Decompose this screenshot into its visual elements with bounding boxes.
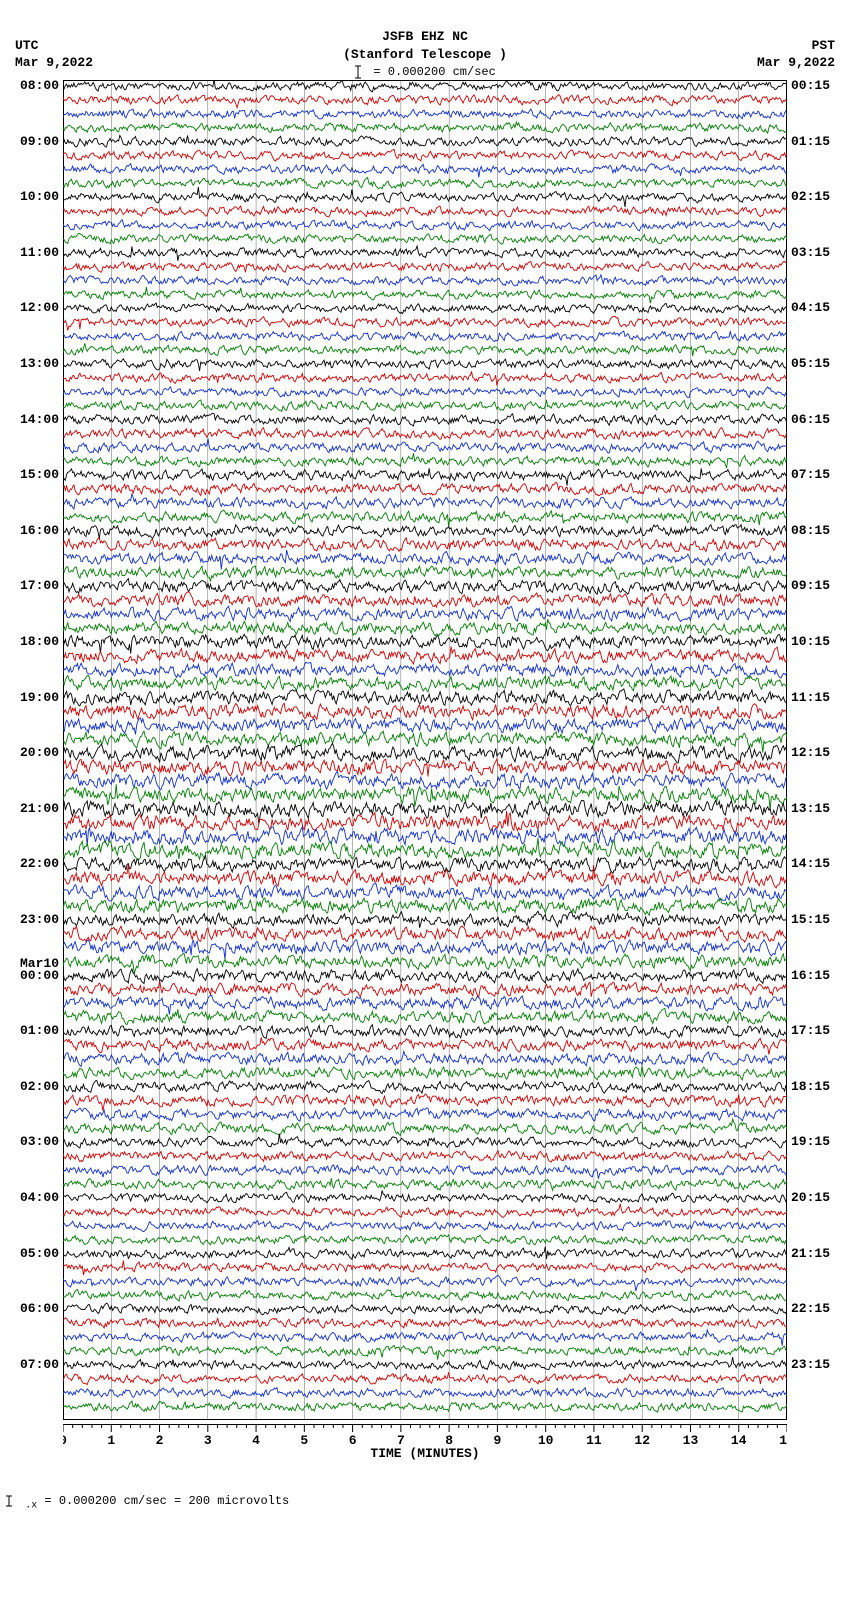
time-label: 06:15: [791, 413, 830, 426]
time-label: 11:00: [20, 246, 59, 259]
time-label: 02:15: [791, 190, 830, 203]
svg-text:11: 11: [586, 1433, 602, 1446]
time-label: 16:00: [20, 524, 59, 537]
svg-text:14: 14: [731, 1433, 747, 1446]
time-label: 03:15: [791, 246, 830, 259]
time-label: 05:00: [20, 1247, 59, 1260]
time-label: 01:00: [20, 1024, 59, 1037]
time-label: 20:15: [791, 1191, 830, 1204]
time-label: 11:15: [791, 691, 830, 704]
time-label: 12:00: [20, 301, 59, 314]
time-label: 12:15: [791, 746, 830, 759]
date-right: Mar 9,2022: [757, 55, 835, 72]
tz-right: PST: [757, 38, 835, 55]
time-label: 03:00: [20, 1135, 59, 1148]
time-label: 17:00: [20, 579, 59, 592]
time-label: 21:00: [20, 802, 59, 815]
time-label: 17:15: [791, 1024, 830, 1037]
time-label: 07:15: [791, 468, 830, 481]
footer-scale-bar-icon: [4, 1494, 14, 1508]
x-axis-label: TIME (MINUTES): [63, 1446, 787, 1461]
scale-text: = 0.000200 cm/sec: [373, 66, 495, 80]
helicorder-plot: 08:00 09:00 10:00 11:00 12:00 13:00 14:00 15:00…: [15, 80, 835, 1464]
right-time-labels: 00:15 01:15 02:15 03:15 04:15 05:15 06:15 07:15…: [791, 80, 837, 1420]
time-label: 18:00: [20, 635, 59, 648]
time-label: 13:15: [791, 802, 830, 815]
scale-indicator: = 0.000200 cm/sec: [0, 64, 850, 81]
time-label: 20:00: [20, 746, 59, 759]
time-label: 01:15: [791, 135, 830, 148]
time-label: 22:00: [20, 857, 59, 870]
footer: .x = 0.000200 cm/sec = 200 microvolts: [0, 1494, 850, 1512]
x-axis-ticks: 0123456789101112131415: [63, 1424, 787, 1446]
svg-text:4: 4: [252, 1433, 260, 1446]
time-label: 07:00: [20, 1358, 59, 1371]
svg-text:3: 3: [204, 1433, 212, 1446]
svg-text:1: 1: [107, 1433, 115, 1446]
svg-text:2: 2: [156, 1433, 164, 1446]
time-label: 19:15: [791, 1135, 830, 1148]
time-label: 09:00: [20, 135, 59, 148]
svg-text:0: 0: [63, 1433, 67, 1446]
time-label: 09:15: [791, 579, 830, 592]
header: UTC Mar 9,2022 JSFB EHZ NC (Stanford Tel…: [0, 0, 850, 80]
svg-text:12: 12: [634, 1433, 650, 1446]
header-right: PST Mar 9,2022: [757, 38, 835, 72]
x-axis: 0123456789101112131415 TIME (MINUTES): [63, 1424, 787, 1464]
time-label: 16:15: [791, 969, 830, 982]
time-label: 13:00: [20, 357, 59, 370]
time-label: 19:00: [20, 691, 59, 704]
footer-text: = 0.000200 cm/sec = 200 microvolts: [44, 1494, 289, 1508]
header-center: JSFB EHZ NC (Stanford Telescope ) = 0.00…: [0, 28, 850, 81]
time-label: 22:15: [791, 1302, 830, 1315]
title-line1: JSFB EHZ NC: [0, 28, 850, 46]
scale-bar-icon: [354, 64, 362, 80]
time-label: 05:15: [791, 357, 830, 370]
time-label: 10:00: [20, 190, 59, 203]
svg-text:6: 6: [349, 1433, 357, 1446]
time-label: 21:15: [791, 1247, 830, 1260]
title-line2: (Stanford Telescope ): [0, 46, 850, 64]
time-label: 15:15: [791, 913, 830, 926]
time-label: 04:00: [20, 1191, 59, 1204]
svg-text:10: 10: [538, 1433, 554, 1446]
time-label: 08:00: [20, 79, 59, 92]
time-label: 14:00: [20, 413, 59, 426]
time-label: 23:00: [20, 913, 59, 926]
svg-text:5: 5: [300, 1433, 308, 1446]
svg-text:8: 8: [445, 1433, 453, 1446]
time-label: 06:00: [20, 1302, 59, 1315]
time-label: 14:15: [791, 857, 830, 870]
seismogram-svg: [63, 80, 787, 1420]
left-time-labels: 08:00 09:00 10:00 11:00 12:00 13:00 14:00 15:00…: [13, 80, 59, 1420]
svg-text:9: 9: [493, 1433, 501, 1446]
time-label: 02:00: [20, 1080, 59, 1093]
svg-text:7: 7: [397, 1433, 405, 1446]
time-label: 00:15: [791, 79, 830, 92]
time-label: 18:15: [791, 1080, 830, 1093]
time-label: 10:15: [791, 635, 830, 648]
time-label: 04:15: [791, 301, 830, 314]
time-label: 23:15: [791, 1358, 830, 1371]
svg-text:13: 13: [683, 1433, 699, 1446]
svg-text:15: 15: [779, 1433, 787, 1446]
time-label: 15:00: [20, 468, 59, 481]
footer-subscript: .x: [25, 1501, 37, 1512]
time-label: 08:15: [791, 524, 830, 537]
time-label: 00:00: [20, 969, 59, 982]
